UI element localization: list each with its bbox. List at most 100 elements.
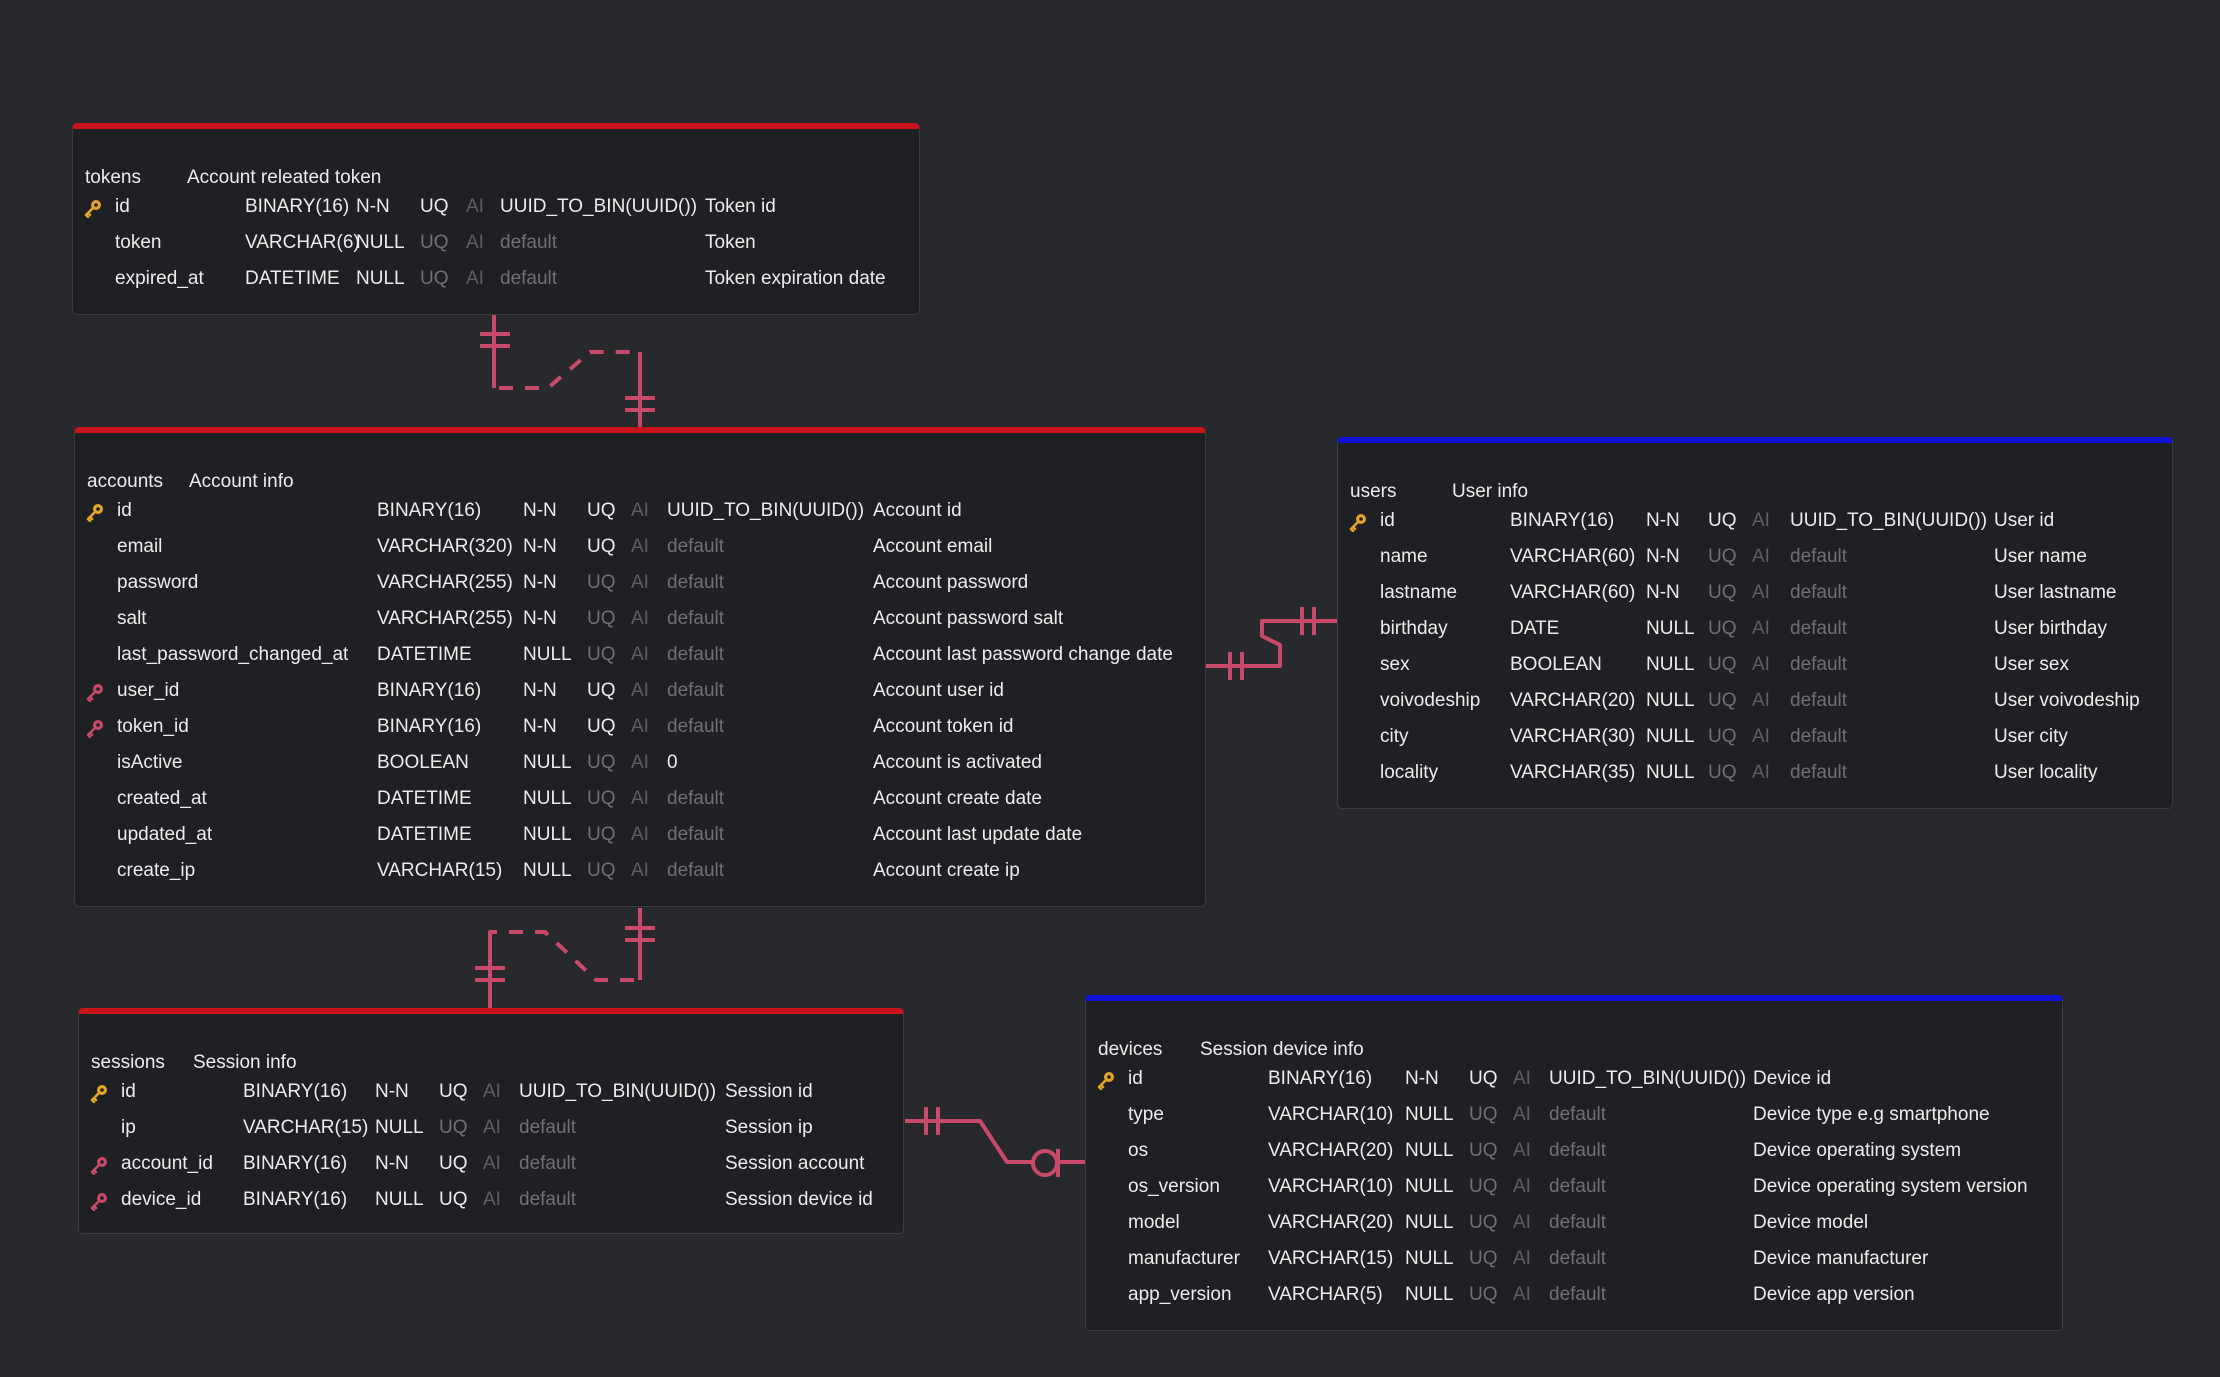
column-name: email bbox=[117, 536, 163, 557]
column-name: token_id bbox=[117, 716, 189, 737]
column-row-birthday[interactable]: birthday DATE NULL UQ AI default User birthday bbox=[1338, 611, 2172, 647]
column-nullable: NULL bbox=[1405, 1248, 1454, 1269]
column-row-salt[interactable]: salt VARCHAR(255) N-N UQ AI default Account pa… bbox=[75, 601, 1205, 637]
column-row-created_at[interactable]: created_at DATETIME NULL UQ AI default Account… bbox=[75, 781, 1205, 817]
column-name: id bbox=[117, 500, 132, 521]
column-row-locality[interactable]: locality VARCHAR(35) NULL UQ AI default User l… bbox=[1338, 755, 2172, 791]
column-default: default bbox=[500, 232, 558, 253]
column-row-city[interactable]: city VARCHAR(30) NULL UQ AI default User city bbox=[1338, 719, 2172, 755]
table-accounts[interactable]: accounts Account info id BINARY(16) N-N UQ AI U… bbox=[74, 427, 1206, 907]
column-name: ip bbox=[121, 1117, 136, 1138]
column-comment: User voivodeship bbox=[1994, 690, 2140, 711]
column-comment: Account token id bbox=[873, 716, 1014, 737]
primary-key-icon bbox=[1348, 512, 1368, 533]
column-default: default bbox=[1549, 1284, 1607, 1305]
column-row-manufacturer[interactable]: manufacturer VARCHAR(15) NULL UQ AI default De… bbox=[1086, 1241, 2062, 1277]
column-unique: UQ bbox=[587, 644, 616, 665]
column-nullable: NULL bbox=[356, 232, 405, 253]
column-name: isActive bbox=[117, 752, 183, 773]
column-row-os_version[interactable]: os_version VARCHAR(10) NULL UQ AI default Devi… bbox=[1086, 1169, 2062, 1205]
column-auto-increment: AI bbox=[631, 860, 649, 881]
column-row-os[interactable]: os VARCHAR(20) NULL UQ AI default Device opera… bbox=[1086, 1133, 2062, 1169]
column-auto-increment: AI bbox=[1513, 1248, 1531, 1269]
column-row-name[interactable]: name VARCHAR(60) N-N UQ AI default User name bbox=[1338, 539, 2172, 575]
column-auto-increment: AI bbox=[631, 644, 649, 665]
column-type: DATETIME bbox=[245, 268, 340, 289]
column-unique: UQ bbox=[420, 268, 449, 289]
column-unique: UQ bbox=[1469, 1140, 1498, 1161]
column-auto-increment: AI bbox=[1752, 690, 1770, 711]
column-row-password[interactable]: password VARCHAR(255) N-N UQ AI default Accoun… bbox=[75, 565, 1205, 601]
column-unique: UQ bbox=[587, 572, 616, 593]
column-row-ip[interactable]: ip VARCHAR(15) NULL UQ AI default Session ip bbox=[79, 1110, 903, 1146]
column-row-device_id[interactable]: device_id BINARY(16) NULL UQ AI default Sessio… bbox=[79, 1182, 903, 1218]
column-row-email[interactable]: email VARCHAR(320) N-N UQ AI default Account e… bbox=[75, 529, 1205, 565]
column-row-token[interactable]: token VARCHAR(6) NULL UQ AI default Token bbox=[73, 225, 919, 261]
table-users[interactable]: users User info id BINARY(16) N-N UQ AI UUID_TO… bbox=[1337, 437, 2173, 809]
column-row-user_id[interactable]: user_id BINARY(16) N-N UQ AI default Account u… bbox=[75, 673, 1205, 709]
column-name: sex bbox=[1380, 654, 1410, 675]
column-row-last_password_changed_at[interactable]: last_password_changed_at DATETIME NULL UQ AI… bbox=[75, 637, 1205, 673]
column-default: UUID_TO_BIN(UUID()) bbox=[519, 1081, 717, 1102]
column-type: VARCHAR(255) bbox=[377, 572, 513, 593]
column-default: default bbox=[1549, 1248, 1607, 1269]
column-row-id[interactable]: id BINARY(16) N-N UQ AI UUID_TO_BIN(UUID()) Se… bbox=[79, 1074, 903, 1110]
column-row-app_version[interactable]: app_version VARCHAR(5) NULL UQ AI default Devi… bbox=[1086, 1277, 2062, 1313]
column-default: default bbox=[519, 1117, 577, 1138]
table-devices[interactable]: devices Session device info id BINARY(16) N-… bbox=[1085, 995, 2063, 1331]
column-unique: UQ bbox=[587, 788, 616, 809]
foreign-key-icon bbox=[85, 682, 105, 703]
table-description: Account releated token bbox=[187, 167, 382, 188]
table-description: Session device info bbox=[1200, 1039, 1364, 1060]
column-type: VARCHAR(35) bbox=[1510, 762, 1636, 783]
column-row-updated_at[interactable]: updated_at DATETIME NULL UQ AI default Account… bbox=[75, 817, 1205, 853]
column-row-id[interactable]: id BINARY(16) N-N UQ AI UUID_TO_BIN(UUID()) De… bbox=[1086, 1061, 2062, 1097]
column-comment: User sex bbox=[1994, 654, 2069, 675]
column-unique: UQ bbox=[1469, 1104, 1498, 1125]
column-row-id[interactable]: id BINARY(16) N-N UQ AI UUID_TO_BIN(UUID()) Ac… bbox=[75, 493, 1205, 529]
column-row-account_id[interactable]: account_id BINARY(16) N-N UQ AI default Sessio… bbox=[79, 1146, 903, 1182]
table-description: Session info bbox=[193, 1052, 297, 1073]
column-nullable: N-N bbox=[1405, 1068, 1439, 1089]
column-row-type[interactable]: type VARCHAR(10) NULL UQ AI default Device typ… bbox=[1086, 1097, 2062, 1133]
column-type: BINARY(16) bbox=[1510, 510, 1615, 531]
column-name: id bbox=[1380, 510, 1395, 531]
table-tokens[interactable]: tokens Account releated token id BINARY(16)… bbox=[72, 123, 920, 315]
column-unique: UQ bbox=[1708, 618, 1737, 639]
column-nullable: N-N bbox=[523, 536, 557, 557]
column-name: type bbox=[1128, 1104, 1164, 1125]
column-default: default bbox=[1790, 618, 1848, 639]
table-header: accounts Account info bbox=[87, 471, 294, 493]
column-unique: UQ bbox=[587, 716, 616, 737]
column-unique: UQ bbox=[587, 536, 616, 557]
column-unique: UQ bbox=[1708, 726, 1737, 747]
column-row-sex[interactable]: sex BOOLEAN NULL UQ AI default User sex bbox=[1338, 647, 2172, 683]
column-unique: UQ bbox=[439, 1189, 468, 1210]
column-row-token_id[interactable]: token_id BINARY(16) N-N UQ AI default Account … bbox=[75, 709, 1205, 745]
column-row-create_ip[interactable]: create_ip VARCHAR(15) NULL UQ AI default Accou… bbox=[75, 853, 1205, 889]
column-row-id[interactable]: id BINARY(16) N-N UQ AI UUID_TO_BIN(UUID()) To… bbox=[73, 189, 919, 225]
column-type: VARCHAR(10) bbox=[1268, 1176, 1394, 1197]
column-row-lastname[interactable]: lastname VARCHAR(60) N-N UQ AI default User la… bbox=[1338, 575, 2172, 611]
column-comment: Device type e.g smartphone bbox=[1753, 1104, 1990, 1125]
column-row-id[interactable]: id BINARY(16) N-N UQ AI UUID_TO_BIN(UUID()) Us… bbox=[1338, 503, 2172, 539]
column-row-voivodeship[interactable]: voivodeship VARCHAR(20) NULL UQ AI default Use… bbox=[1338, 683, 2172, 719]
column-auto-increment: AI bbox=[483, 1153, 501, 1174]
column-comment: Account is activated bbox=[873, 752, 1042, 773]
column-nullable: N-N bbox=[523, 716, 557, 737]
column-nullable: NULL bbox=[375, 1189, 424, 1210]
column-row-expired_at[interactable]: expired_at DATETIME NULL UQ AI default Token e… bbox=[73, 261, 919, 297]
column-row-isActive[interactable]: isActive BOOLEAN NULL UQ AI 0 Account is activ… bbox=[75, 745, 1205, 781]
column-auto-increment: AI bbox=[1513, 1104, 1531, 1125]
column-default: UUID_TO_BIN(UUID()) bbox=[1549, 1068, 1747, 1089]
primary-key-icon bbox=[89, 1083, 109, 1104]
column-auto-increment: AI bbox=[1513, 1284, 1531, 1305]
column-row-model[interactable]: model VARCHAR(20) NULL UQ AI default Device mo… bbox=[1086, 1205, 2062, 1241]
column-default: default bbox=[1790, 726, 1848, 747]
column-name: last_password_changed_at bbox=[117, 644, 349, 665]
table-header: tokens Account releated token bbox=[85, 167, 381, 189]
column-auto-increment: AI bbox=[1752, 726, 1770, 747]
table-sessions[interactable]: sessions Session info id BINARY(16) N-N UQ AI U… bbox=[78, 1008, 904, 1234]
column-type: VARCHAR(255) bbox=[377, 608, 513, 629]
